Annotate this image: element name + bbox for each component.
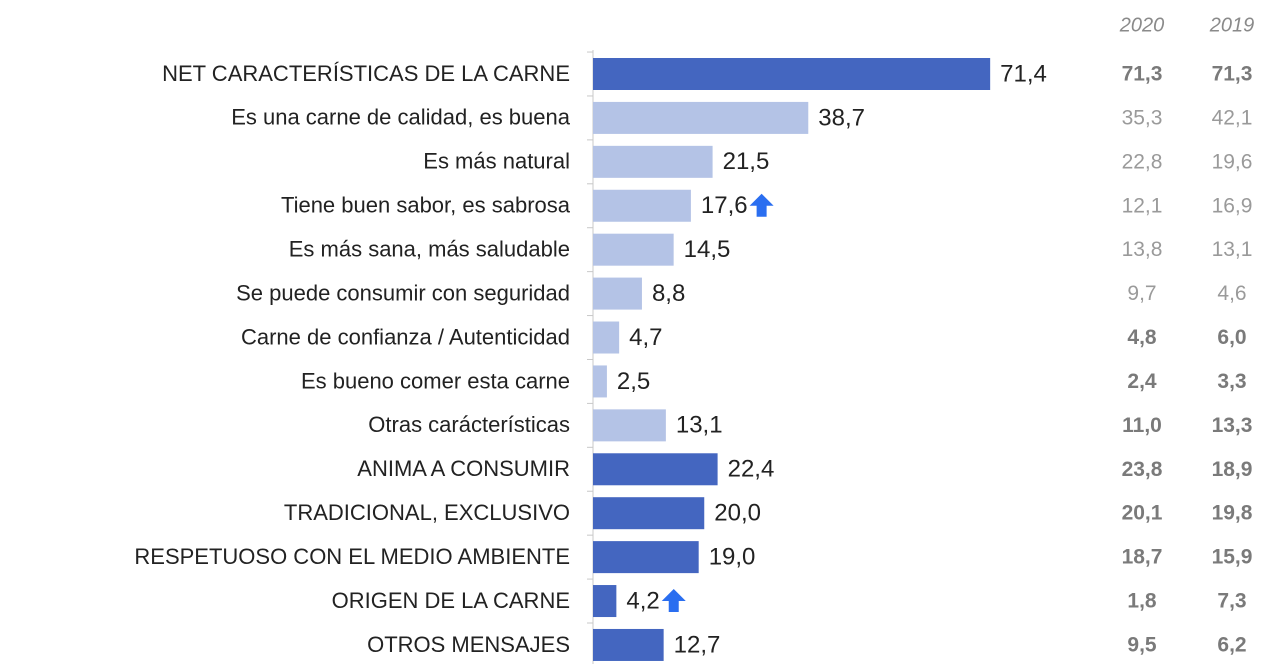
value-label: 4,7: [629, 324, 662, 351]
bar: [593, 585, 617, 618]
column-value: 9,5: [1127, 634, 1157, 657]
bar: [593, 628, 664, 661]
column-value: 19,8: [1212, 502, 1253, 525]
column-value: 71,3: [1212, 63, 1253, 86]
bar: [593, 321, 620, 354]
value-label: 17,6: [701, 192, 748, 219]
bar: [593, 145, 713, 178]
category-label: TRADICIONAL, EXCLUSIVO: [284, 500, 570, 525]
column-value: 18,7: [1122, 546, 1163, 569]
category-label: Carne de confianza / Autenticidad: [241, 324, 570, 349]
category-label: ANIMA A CONSUMIR: [357, 456, 570, 481]
bar: [593, 365, 607, 398]
column-value: 11,0: [1122, 414, 1162, 437]
value-label: 22,4: [728, 456, 775, 483]
category-label: ORIGEN DE LA CARNE: [332, 588, 570, 613]
column-value: 71,3: [1122, 63, 1163, 86]
category-label: Se puede consumir con seguridad: [236, 280, 570, 305]
column-value: 4,8: [1127, 326, 1157, 349]
value-label: 4,2: [626, 587, 659, 614]
bar: [593, 233, 674, 266]
column-value: 19,6: [1212, 150, 1253, 173]
category-label: Es bueno comer esta carne: [301, 368, 570, 393]
category-label: OTROS MENSAJES: [367, 632, 570, 657]
value-label: 14,5: [684, 236, 731, 263]
column-value: 7,3: [1217, 590, 1246, 613]
column-value: 13,1: [1212, 238, 1253, 261]
value-label: 20,0: [714, 500, 761, 527]
up-arrow: [661, 589, 686, 613]
value-label: 12,7: [674, 631, 721, 658]
bar: [593, 541, 699, 574]
column-header: 2019: [1209, 14, 1255, 36]
column-value: 35,3: [1122, 106, 1163, 129]
column-value: 3,3: [1217, 370, 1246, 393]
bar: [593, 409, 666, 442]
column-value: 4,6: [1217, 282, 1246, 305]
value-label: 2,5: [617, 368, 650, 395]
column-value: 22,8: [1122, 150, 1163, 173]
bar: [593, 58, 991, 90]
value-label: 38,7: [818, 104, 865, 131]
category-label: Tiene buen sabor, es sabrosa: [281, 193, 571, 218]
value-label: 21,5: [723, 148, 770, 175]
value-label: 71,4: [1000, 60, 1047, 87]
column-value: 6,2: [1217, 634, 1246, 657]
bar: [593, 189, 691, 222]
column-value: 2,4: [1127, 370, 1157, 393]
category-label: RESPETUOSO CON EL MEDIO AMBIENTE: [134, 544, 570, 569]
bar: [593, 497, 705, 530]
column-value: 16,9: [1212, 194, 1253, 217]
category-label: Es más natural: [423, 149, 570, 174]
value-label: 13,1: [676, 412, 723, 439]
column-value: 6,0: [1217, 326, 1246, 349]
column-value: 12,1: [1122, 194, 1163, 217]
column-value: 13,3: [1212, 414, 1253, 437]
column-header: 2020: [1119, 14, 1165, 36]
column-value: 15,9: [1212, 546, 1253, 569]
category-label: NET CARACTERÍSTICAS DE LA CARNE: [162, 61, 570, 86]
column-value: 13,8: [1122, 238, 1163, 261]
column-value: 9,7: [1127, 282, 1156, 305]
column-value: 20,1: [1122, 502, 1163, 525]
column-value: 18,9: [1212, 458, 1253, 481]
category-label: Otras carácterísticas: [368, 412, 570, 437]
category-label: Es más sana, más saludable: [289, 236, 570, 261]
column-value: 42,1: [1212, 106, 1253, 129]
column-value: 23,8: [1122, 458, 1163, 481]
category-label: Es una carne de calidad, es buena: [231, 105, 571, 130]
bar: [593, 101, 809, 134]
bar: [593, 277, 642, 310]
value-label: 19,0: [709, 543, 756, 570]
bar: [593, 453, 718, 486]
up-arrow: [749, 193, 774, 217]
value-label: 8,8: [652, 280, 685, 307]
column-value: 1,8: [1127, 590, 1157, 613]
